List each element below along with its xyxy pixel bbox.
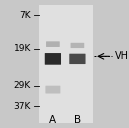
Text: 37K: 37K	[14, 102, 31, 111]
FancyBboxPatch shape	[69, 54, 86, 64]
Text: 19K: 19K	[14, 44, 31, 53]
FancyBboxPatch shape	[46, 41, 60, 47]
Text: VHL: VHL	[115, 51, 129, 61]
FancyBboxPatch shape	[45, 86, 60, 93]
Text: 29K: 29K	[14, 81, 31, 90]
Text: 7K: 7K	[19, 11, 31, 20]
Text: B: B	[74, 115, 81, 125]
Text: A: A	[49, 115, 57, 125]
FancyBboxPatch shape	[45, 53, 61, 65]
Bar	[39, 5, 93, 123]
FancyBboxPatch shape	[71, 43, 84, 48]
